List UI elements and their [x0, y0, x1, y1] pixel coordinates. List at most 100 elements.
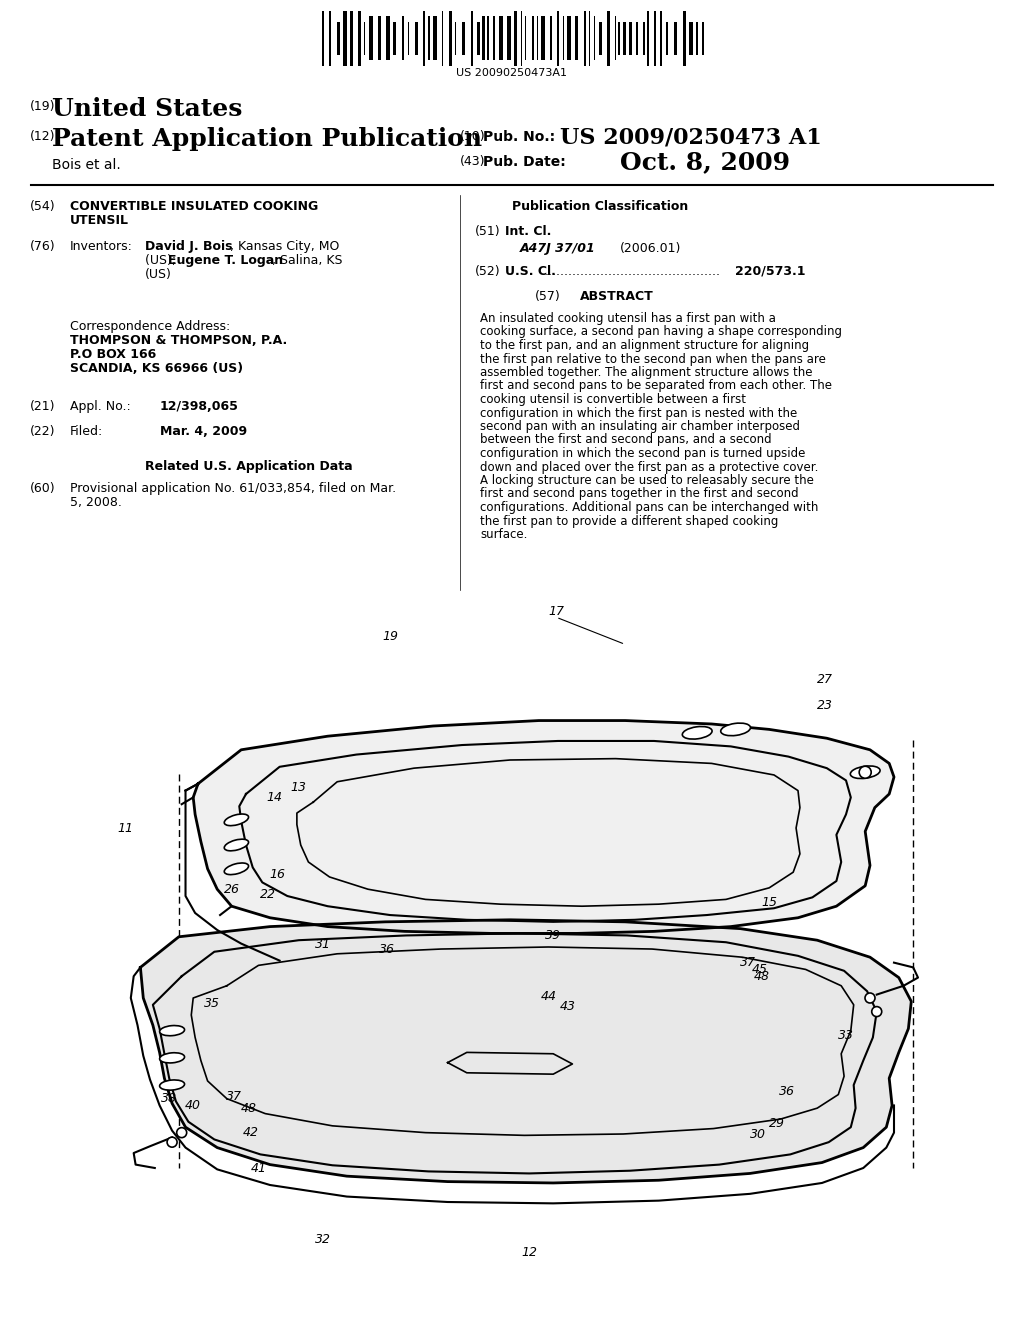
Text: 26: 26 [223, 883, 240, 896]
Bar [531, 16, 535, 59]
Text: 13: 13 [291, 780, 307, 793]
Text: 36: 36 [779, 1085, 795, 1098]
Text: United States: United States [52, 96, 243, 121]
Text: Correspondence Address:: Correspondence Address: [70, 319, 230, 333]
Bar [462, 21, 465, 54]
Text: 48: 48 [241, 1102, 257, 1114]
Bar [329, 11, 332, 66]
Text: configuration in which the first pan is nested with the: configuration in which the first pan is … [480, 407, 798, 420]
Text: Inventors:: Inventors: [70, 240, 133, 253]
Bar [557, 11, 559, 66]
Text: Filed:: Filed: [70, 425, 103, 438]
Text: Appl. No.:: Appl. No.: [70, 400, 131, 413]
Bar [322, 11, 324, 66]
Text: Int. Cl.: Int. Cl. [505, 224, 551, 238]
Text: Publication Classification: Publication Classification [512, 201, 688, 213]
Bar [562, 16, 564, 59]
Text: 37: 37 [225, 1090, 242, 1104]
Text: second pan with an insulating air chamber interposed: second pan with an insulating air chambe… [480, 420, 800, 433]
Text: 32: 32 [314, 1233, 331, 1246]
Bar [696, 21, 698, 54]
Polygon shape [140, 920, 911, 1183]
Text: 33: 33 [839, 1028, 854, 1041]
Circle shape [871, 1007, 882, 1016]
Bar [689, 21, 692, 54]
Text: 41: 41 [251, 1162, 266, 1175]
Text: 37: 37 [740, 956, 756, 969]
Text: 23: 23 [817, 700, 834, 711]
Bar [470, 11, 473, 66]
Bar [507, 16, 511, 59]
Bar [653, 11, 656, 66]
Bar [584, 11, 586, 66]
Bar [574, 16, 579, 59]
Text: (US): (US) [145, 268, 172, 281]
Bar [629, 21, 632, 54]
Text: (21): (21) [30, 400, 55, 413]
Circle shape [177, 1127, 186, 1138]
Bar [378, 16, 381, 59]
Text: 31: 31 [314, 939, 331, 952]
Text: cooking utensil is convertible between a first: cooking utensil is convertible between a… [480, 393, 746, 407]
Bar [683, 11, 686, 66]
Text: Mar. 4, 2009: Mar. 4, 2009 [160, 425, 247, 438]
Bar [636, 21, 638, 54]
Text: 220/573.1: 220/573.1 [735, 265, 806, 279]
Bar [567, 16, 570, 59]
Text: SCANDIA, KS 66966 (US): SCANDIA, KS 66966 (US) [70, 362, 243, 375]
Bar [521, 11, 522, 66]
Text: 5, 2008.: 5, 2008. [70, 496, 122, 510]
Bar [428, 16, 430, 59]
Text: the first pan relative to the second pan when the pans are: the first pan relative to the second pan… [480, 352, 826, 366]
Text: 16: 16 [269, 867, 286, 880]
Ellipse shape [682, 726, 712, 739]
Text: UTENSIL: UTENSIL [70, 214, 129, 227]
Bar [647, 11, 648, 66]
Text: 12/398,065: 12/398,065 [160, 400, 239, 413]
Text: configurations. Additional pans can be interchanged with: configurations. Additional pans can be i… [480, 502, 818, 513]
Text: (US);: (US); [145, 253, 180, 267]
Text: (76): (76) [30, 240, 55, 253]
Text: 27: 27 [817, 673, 834, 686]
Bar [660, 11, 662, 66]
Text: to the first pan, and an alignment structure for aligning: to the first pan, and an alignment struc… [480, 339, 809, 352]
Text: A locking structure can be used to releasably secure the: A locking structure can be used to relea… [480, 474, 814, 487]
Polygon shape [194, 721, 894, 933]
Text: Related U.S. Application Data: Related U.S. Application Data [145, 459, 352, 473]
Text: (12): (12) [30, 129, 55, 143]
Text: Oct. 8, 2009: Oct. 8, 2009 [620, 150, 791, 174]
Bar [408, 21, 410, 54]
Bar [482, 16, 484, 59]
Text: Bois et al.: Bois et al. [52, 158, 121, 172]
Text: A47J 37/01: A47J 37/01 [520, 242, 596, 255]
Text: 45: 45 [752, 964, 768, 975]
Ellipse shape [224, 840, 249, 851]
Text: 38: 38 [161, 1092, 177, 1105]
Bar [357, 11, 361, 66]
Text: (54): (54) [30, 201, 55, 213]
Bar [701, 21, 705, 54]
Text: 40: 40 [185, 1100, 201, 1111]
Text: 44: 44 [541, 990, 556, 1003]
Bar [493, 16, 495, 59]
Bar [401, 16, 404, 59]
Circle shape [167, 1137, 177, 1147]
Bar [350, 11, 353, 66]
Bar [674, 21, 677, 54]
Text: , Salina, KS: , Salina, KS [272, 253, 342, 267]
Bar [514, 11, 517, 66]
Text: , Kansas City, MO: , Kansas City, MO [230, 240, 339, 253]
Text: 14: 14 [267, 791, 283, 804]
Ellipse shape [160, 1080, 184, 1090]
Text: (60): (60) [30, 482, 55, 495]
Text: 36: 36 [379, 942, 395, 956]
Text: Patent Application Publication: Patent Application Publication [52, 127, 482, 150]
Text: ............................................: ........................................… [545, 265, 721, 279]
Ellipse shape [160, 1053, 184, 1063]
Bar [594, 16, 595, 59]
Text: 30: 30 [750, 1127, 766, 1140]
Ellipse shape [160, 1026, 184, 1036]
Bar [599, 21, 602, 54]
Text: P.O BOX 166: P.O BOX 166 [70, 348, 157, 360]
Text: first and second pans together in the first and second: first and second pans together in the fi… [480, 487, 799, 500]
